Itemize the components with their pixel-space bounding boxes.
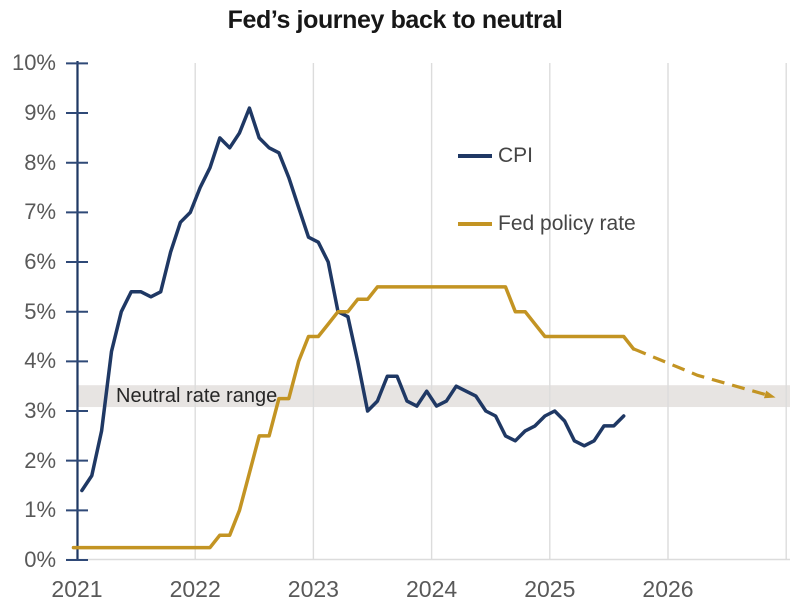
y-tick-label: 3% bbox=[24, 398, 56, 424]
y-tick-label: 6% bbox=[24, 249, 56, 275]
legend-item-cpi: CPI bbox=[458, 144, 533, 168]
x-tick-label: 2023 bbox=[287, 576, 339, 602]
x-tick-label: 2022 bbox=[169, 576, 221, 602]
x-tick-label: 2024 bbox=[406, 576, 458, 602]
y-tick-label: 2% bbox=[24, 447, 56, 473]
y-tick-label: 0% bbox=[24, 547, 56, 572]
fed-projection-dashed-line bbox=[633, 347, 776, 399]
x-tick-label: 2025 bbox=[524, 576, 576, 602]
y-tick-label: 9% bbox=[24, 100, 56, 126]
y-tick-label: 5% bbox=[24, 298, 56, 324]
fed-policy-rate-line bbox=[71, 285, 636, 550]
cpi-line-swatch bbox=[458, 154, 492, 158]
legend-label-cpi: CPI bbox=[498, 144, 534, 167]
neutral-band-label: Neutral rate range bbox=[116, 385, 278, 407]
x-tick-label: 2026 bbox=[642, 576, 694, 602]
legend-label-fed: Fed policy rate bbox=[498, 212, 636, 235]
y-tick-label: 10% bbox=[11, 50, 56, 76]
cpi-line bbox=[80, 106, 626, 493]
y-tick-label: 1% bbox=[24, 497, 56, 523]
y-tick-label: 4% bbox=[24, 348, 56, 374]
x-tick-label: 2021 bbox=[51, 576, 103, 602]
neutral-rate-band bbox=[77, 385, 790, 408]
chart-title: Fed’s journey back to neutral bbox=[227, 6, 563, 34]
y-tick-label: 8% bbox=[24, 149, 56, 175]
y-tick-label: 7% bbox=[24, 199, 56, 225]
fed-line-swatch bbox=[458, 222, 492, 226]
legend-item-fed: Fed policy rate bbox=[458, 212, 636, 236]
